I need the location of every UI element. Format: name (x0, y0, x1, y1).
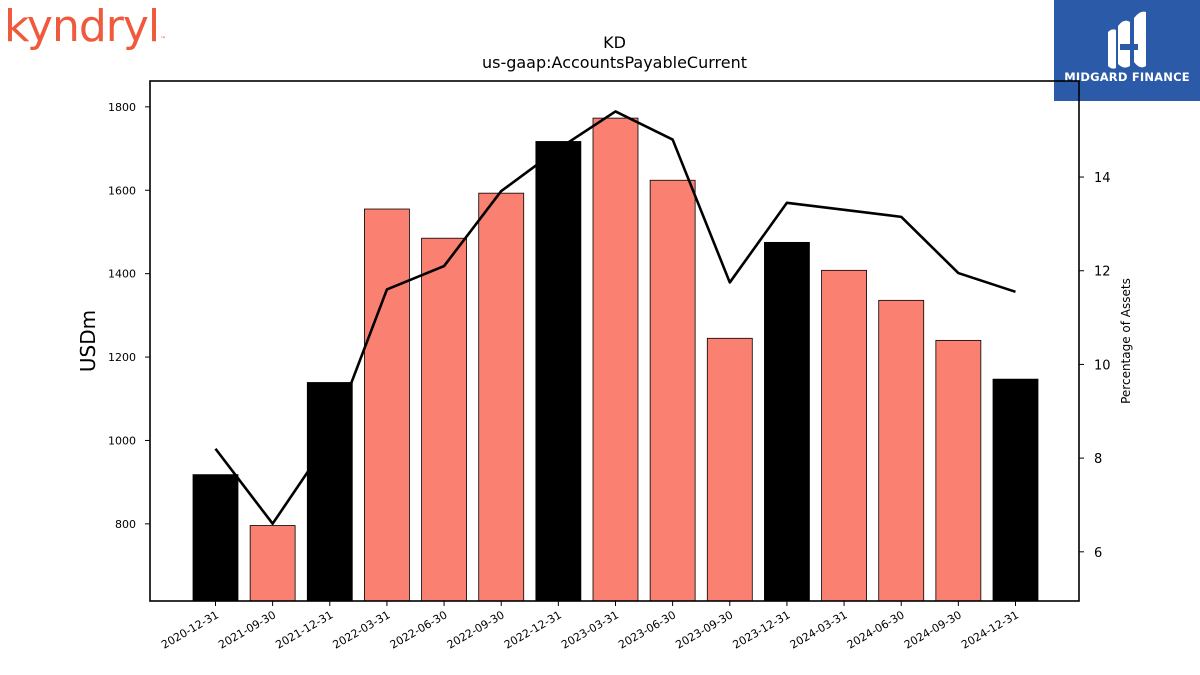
x-tick-label: 2024-12-31 (959, 608, 1021, 651)
y-axis-label: USDm (76, 310, 100, 372)
bar-2023-09-30 (706, 337, 753, 602)
chart-title: KD (603, 33, 626, 52)
y2-axis-label: Percentage of Assets (1119, 278, 1133, 404)
x-tick-label: 2021-12-31 (273, 608, 335, 651)
bar-2022-06-30 (421, 237, 467, 602)
x-tick-label: 2023-12-31 (731, 608, 793, 651)
kyndryl-logo: kyndryl™ (4, 0, 166, 67)
y2-tick-label: 14 (1094, 171, 1111, 186)
bar-2021-12-31 (306, 382, 353, 602)
x-tick-label: 2024-06-30 (845, 608, 907, 651)
bar-2023-03-31 (592, 117, 639, 602)
y-tick-label: 800 (115, 518, 136, 531)
bar-2023-06-30 (649, 179, 696, 602)
x-tick-label: 2020-12-31 (159, 608, 221, 651)
bar-2024-06-30 (878, 299, 925, 602)
chart-subtitle: us-gaap:AccountsPayableCurrent (482, 53, 747, 72)
bar-2022-03-31 (364, 208, 410, 602)
bar-2020-12-31 (192, 474, 239, 602)
bar-2024-03-31 (821, 269, 867, 602)
y-tick-label: 1000 (108, 434, 136, 447)
x-tick-label: 2022-12-31 (502, 608, 564, 651)
y2-tick-label: 10 (1094, 358, 1111, 373)
bar-2024-09-30 (935, 339, 982, 602)
bar-2022-09-30 (478, 192, 525, 602)
y2-tick-label: 6 (1094, 546, 1102, 561)
y-tick-label: 1600 (108, 184, 136, 197)
bar-2024-12-31 (992, 378, 1039, 602)
x-tick-label: 2022-03-31 (331, 608, 393, 651)
x-tick-label: 2023-06-30 (616, 608, 678, 651)
y-tick-label: 1200 (108, 351, 136, 364)
y2-tick-label: 12 (1094, 265, 1111, 280)
x-tick-label: 2021-09-30 (216, 608, 278, 651)
y2-tick-label: 8 (1094, 452, 1102, 467)
bar-2021-09-30 (249, 525, 296, 602)
plot-frame (149, 80, 1080, 602)
x-tick-label: 2024-03-31 (788, 608, 850, 651)
bar-2023-12-31 (764, 241, 810, 602)
y-tick-label: 1400 (108, 268, 136, 281)
y-tick-label: 1800 (108, 101, 136, 114)
x-tick-label: 2022-09-30 (445, 608, 507, 651)
x-tick-label: 2024-09-30 (902, 608, 964, 651)
x-tick-label: 2022-06-30 (388, 608, 450, 651)
percentage-line (214, 110, 1016, 526)
bar-2022-12-31 (535, 141, 582, 602)
x-tick-label: 2023-03-31 (559, 608, 621, 651)
midgard-logo-text: MIDGARD FINANCE (1064, 70, 1190, 84)
kyndryl-logo-tm: ™ (160, 36, 166, 43)
x-tick-label: 2023-09-30 (673, 608, 735, 651)
kyndryl-logo-text: kyndryl (4, 1, 160, 52)
